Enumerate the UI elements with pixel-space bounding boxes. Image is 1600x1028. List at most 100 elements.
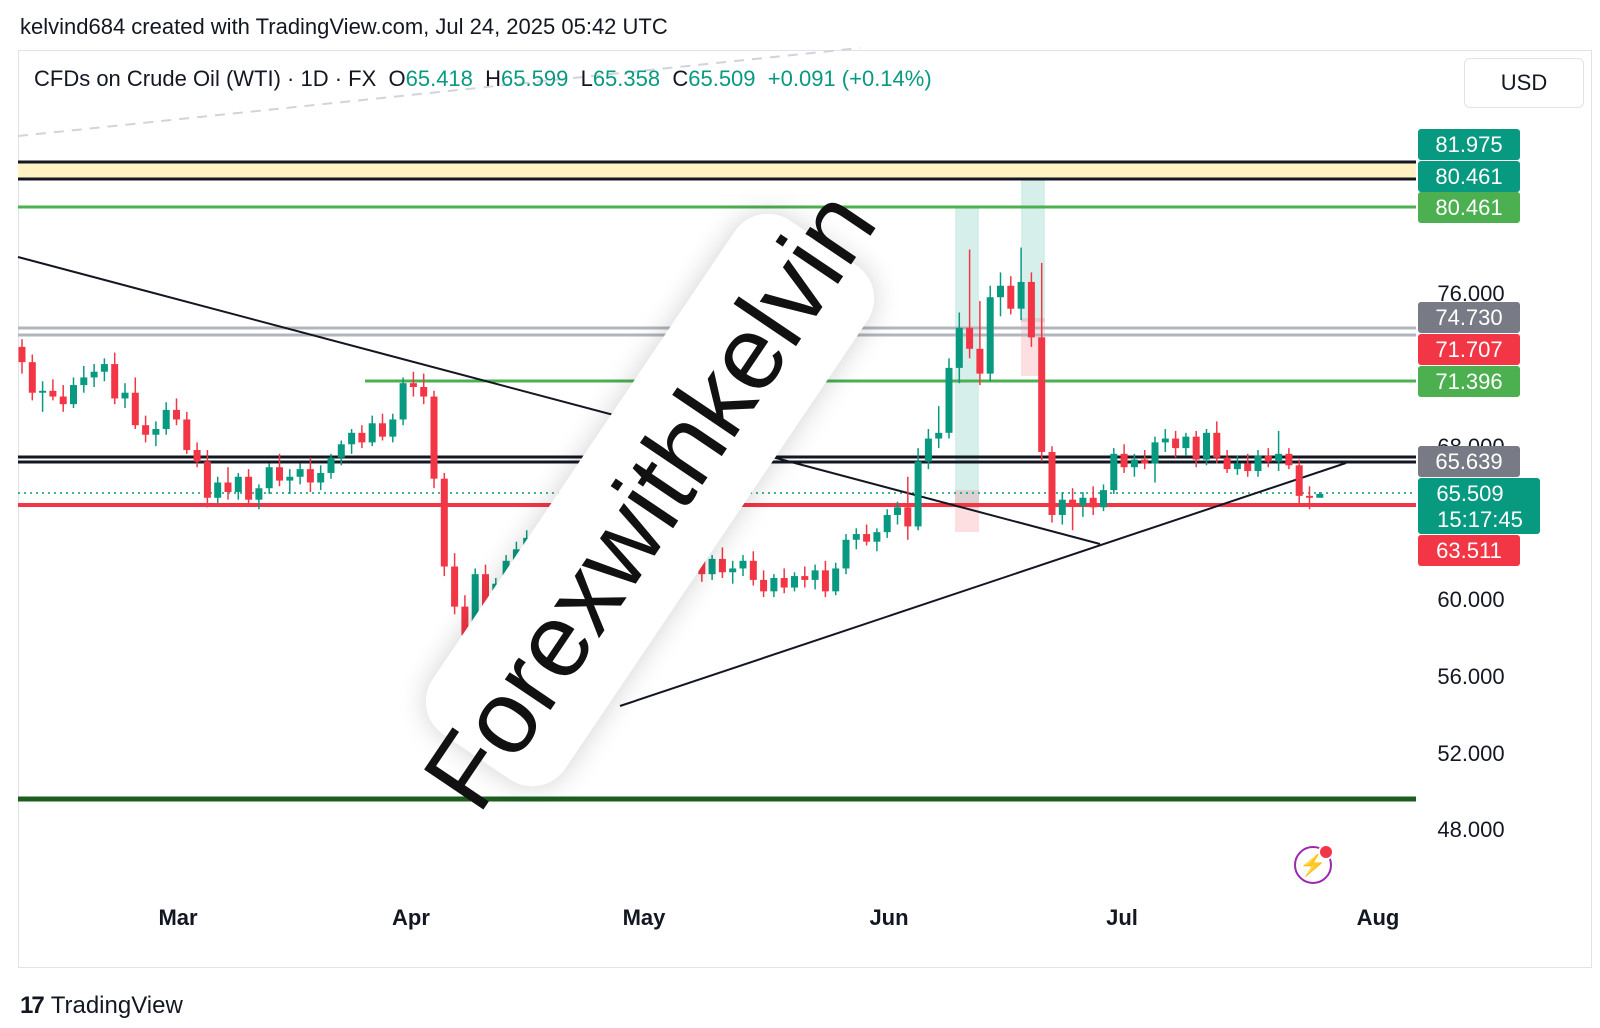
- date-tick-label: Jun: [869, 905, 908, 930]
- candle-body: [1151, 442, 1159, 464]
- price-tag-bg: [1418, 302, 1520, 333]
- candle-body: [718, 558, 726, 573]
- low-value: 65.358: [592, 66, 661, 91]
- candle-body: [955, 327, 963, 368]
- price-tag-bg: [1418, 366, 1520, 397]
- candle-body: [224, 482, 232, 493]
- candle-body: [1058, 499, 1066, 515]
- candle-body: [173, 409, 180, 420]
- candle-body: [791, 576, 798, 588]
- candle-body: [852, 534, 860, 540]
- open-label: O: [388, 66, 406, 91]
- candle-body: [1038, 337, 1046, 452]
- close-label: C: [672, 66, 689, 91]
- candle-body: [327, 457, 335, 473]
- candle-body: [770, 577, 778, 592]
- candle-body: [966, 327, 974, 349]
- change-value: +0.091 (+0.14%): [767, 66, 932, 91]
- candle-body: [1120, 453, 1128, 468]
- candle-body: [39, 390, 47, 393]
- price-tag-bg: [1418, 334, 1520, 365]
- candle-body: [337, 444, 345, 458]
- price-tick-label: 76.000: [1437, 281, 1504, 306]
- open-value: 65.418: [405, 66, 473, 91]
- candle-body: [1007, 285, 1015, 309]
- candle-body: [255, 488, 263, 500]
- candle-body: [1213, 432, 1221, 458]
- candle-body: [1264, 455, 1272, 462]
- candle-body: [471, 574, 479, 636]
- candle-body: [276, 467, 283, 481]
- candle-body: [894, 507, 901, 515]
- candle-body: [1203, 432, 1210, 460]
- candle-body: [986, 297, 994, 374]
- candle-body: [245, 476, 253, 500]
- candle-body: [945, 367, 953, 433]
- candle-body: [1130, 459, 1138, 468]
- candle-body: [1316, 493, 1324, 498]
- candle-body: [379, 423, 386, 437]
- chart-caption: kelvind684 created with TradingView.com,…: [20, 14, 668, 39]
- alert-bolt-icon[interactable]: ⚡: [1294, 844, 1334, 884]
- candle-body: [1275, 453, 1283, 462]
- candle-body: [183, 419, 191, 451]
- resistance-zone: [18, 163, 1416, 179]
- candle-body: [162, 409, 170, 430]
- candle-body: [389, 419, 397, 437]
- candle-body: [90, 371, 98, 378]
- high-label: H: [485, 66, 502, 91]
- date-tick-label: Aug: [1357, 905, 1400, 930]
- candle-body: [883, 514, 891, 533]
- candle-body: [482, 574, 489, 607]
- currency-button[interactable]: USD: [1464, 58, 1584, 108]
- price-tick-label: 60.000: [1437, 587, 1504, 612]
- candle-body: [193, 450, 201, 462]
- candle-body: [749, 560, 757, 580]
- candle-body: [1027, 281, 1035, 338]
- candle-body: [1233, 463, 1241, 470]
- candle-body: [924, 438, 932, 462]
- candle-body: [801, 576, 809, 580]
- candle-body: [1110, 453, 1118, 491]
- candle-body: [729, 568, 737, 573]
- candle-body: [1285, 453, 1293, 466]
- candle-body: [111, 364, 119, 399]
- candle-body: [914, 461, 922, 527]
- candle-body: [904, 507, 912, 527]
- candle-body: [203, 461, 211, 498]
- candle-body: [59, 396, 67, 405]
- price-tick-label: 52.000: [1437, 741, 1504, 766]
- price-tag-bg: [1418, 192, 1520, 223]
- candle-body: [935, 432, 943, 439]
- time-axis: Mar Apr May Jun Jul Aug: [158, 905, 1399, 930]
- candle-body: [399, 383, 407, 420]
- candle-body: [997, 285, 1004, 298]
- candle-body: [152, 429, 160, 435]
- candle-body: [1079, 497, 1087, 506]
- candle-body: [1172, 438, 1180, 449]
- candle-body: [317, 472, 325, 483]
- countdown-label: 15:17:45: [1437, 507, 1523, 532]
- candle-body: [1192, 436, 1200, 460]
- price-tag-bg: [1418, 161, 1520, 192]
- candle-body: [873, 532, 881, 542]
- symbol-name: CFDs on Crude Oil (WTI) · 1D · FX: [34, 66, 377, 91]
- candle-body: [368, 423, 376, 443]
- candle-body: [358, 432, 366, 443]
- candle-body: [821, 570, 829, 592]
- price-tags: 81.975 80.461 80.461 74.730 71.707 71.396 65.6…: [1418, 129, 1540, 566]
- tv-logo-icon: 17: [20, 992, 45, 1019]
- last-price-tag-bg: [1418, 478, 1540, 534]
- candle-body: [832, 568, 840, 592]
- tradingview-logo[interactable]: 17 TradingView: [20, 992, 183, 1020]
- candle-body: [1141, 459, 1149, 464]
- price-tag-bg: [1418, 446, 1520, 477]
- candle-body: [1069, 499, 1077, 506]
- candle-body: [1254, 455, 1262, 472]
- candle-body: [409, 383, 417, 387]
- candle-body: [461, 606, 469, 636]
- price-tick-label: 56.000: [1437, 664, 1504, 689]
- date-tick-label: Apr: [392, 905, 430, 930]
- candle-body: [451, 566, 459, 607]
